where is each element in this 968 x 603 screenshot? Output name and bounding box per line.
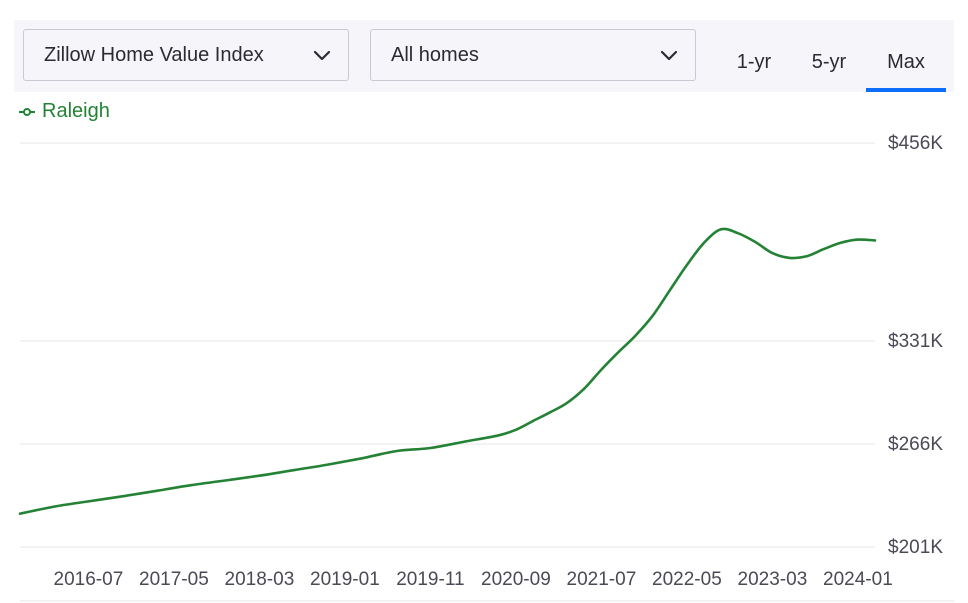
- data-point[interactable]: [461, 438, 469, 446]
- tab-5-yr[interactable]: 5-yr: [811, 50, 847, 73]
- data-point[interactable]: [426, 444, 434, 452]
- data-point[interactable]: [786, 254, 794, 262]
- home-type-dropdown-label: All homes: [391, 43, 479, 66]
- data-point[interactable]: [50, 503, 58, 511]
- series-line-raleigh[interactable]: [18, 227, 877, 515]
- data-point[interactable]: [632, 332, 640, 340]
- data-point[interactable]: [717, 225, 725, 233]
- x-tick-label: 2022-05: [652, 569, 722, 590]
- chart-series: [16, 225, 879, 518]
- x-tick-label: 2017-05: [139, 569, 209, 590]
- metric-dropdown-label: Zillow Home Value Index: [44, 43, 264, 66]
- data-point[interactable]: [837, 239, 845, 247]
- data-point[interactable]: [563, 399, 571, 407]
- data-point[interactable]: [820, 245, 828, 253]
- chart-gridlines: [20, 142, 875, 548]
- y-tick-label: $456K: [888, 133, 943, 154]
- data-point[interactable]: [255, 472, 263, 480]
- series-line-marker-icon: [19, 107, 35, 116]
- data-point[interactable]: [84, 497, 92, 505]
- data-point[interactable]: [324, 461, 332, 469]
- home-type-dropdown[interactable]: All homes: [370, 29, 696, 81]
- x-tick-label: 2019-11: [396, 569, 464, 590]
- x-tick-label: 2019-01: [310, 569, 380, 590]
- metric-dropdown[interactable]: Zillow Home Value Index: [23, 29, 349, 81]
- data-point[interactable]: [187, 481, 195, 489]
- data-point[interactable]: [734, 229, 742, 237]
- data-point[interactable]: [16, 510, 24, 518]
- data-point[interactable]: [871, 236, 879, 244]
- chevron-down-icon: [659, 48, 679, 62]
- data-point[interactable]: [580, 385, 588, 393]
- data-point[interactable]: [683, 261, 691, 269]
- data-point[interactable]: [392, 447, 400, 455]
- x-tick-label: 2016-07: [54, 569, 124, 590]
- data-point[interactable]: [512, 426, 520, 434]
- data-point[interactable]: [529, 417, 537, 425]
- x-axis: 2016-07 2017-05 2018-03 2019-01 2019-11 2020-…: [20, 569, 954, 602]
- data-point[interactable]: [854, 236, 862, 244]
- data-point[interactable]: [290, 466, 298, 474]
- tab-max[interactable]: Max: [866, 32, 946, 92]
- data-point[interactable]: [153, 487, 161, 495]
- data-point[interactable]: [649, 312, 657, 320]
- data-point[interactable]: [751, 238, 759, 246]
- x-tick-label: 2024-01: [823, 569, 893, 590]
- chart-toolbar: Zillow Home Value Index All homes 1-yr 5…: [14, 20, 954, 92]
- x-tick-label: 2023-03: [738, 569, 808, 590]
- data-point[interactable]: [700, 239, 708, 247]
- data-point[interactable]: [768, 249, 776, 257]
- data-point[interactable]: [358, 454, 366, 462]
- data-point[interactable]: [119, 492, 127, 500]
- y-tick-label: $266K: [888, 434, 943, 455]
- x-tick-label: 2021-07: [567, 569, 637, 590]
- data-point[interactable]: [615, 348, 623, 356]
- tab-1-yr[interactable]: 1-yr: [736, 50, 772, 73]
- data-point[interactable]: [803, 252, 811, 260]
- x-tick-label: 2018-03: [225, 569, 295, 590]
- y-tick-label: $331K: [888, 331, 943, 352]
- legend-label-raleigh: Raleigh: [42, 100, 110, 122]
- data-point[interactable]: [597, 366, 605, 374]
- data-point[interactable]: [666, 286, 674, 294]
- data-point[interactable]: [221, 477, 229, 485]
- data-point[interactable]: [546, 408, 554, 416]
- chevron-down-icon: [312, 48, 332, 62]
- data-point[interactable]: [495, 431, 503, 439]
- chart-legend[interactable]: Raleigh: [18, 100, 110, 123]
- x-tick-label: 2020-09: [481, 569, 551, 590]
- y-tick-label: $201K: [888, 537, 943, 558]
- y-axis: $201K $266K $331K $456K: [888, 133, 943, 558]
